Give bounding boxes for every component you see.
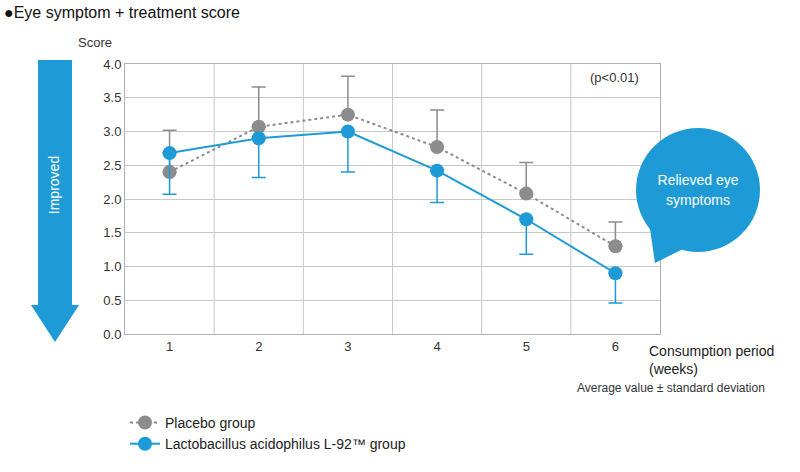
svg-text:1: 1 (166, 339, 173, 354)
svg-text:(p<0.01): (p<0.01) (590, 70, 639, 85)
svg-text:Improved: Improved (46, 156, 62, 214)
svg-text:3.0: 3.0 (103, 124, 121, 139)
svg-text:2.5: 2.5 (103, 158, 121, 173)
html-text:Relieved eye symptoms: Relieved eye symptoms (657, 172, 739, 208)
svg-text:2.0: 2.0 (103, 192, 121, 207)
svg-text:4.0: 4.0 (103, 57, 121, 72)
svg-text:1.0: 1.0 (103, 259, 121, 274)
svg-text:0.0: 0.0 (103, 327, 121, 342)
svg-text:Average value ± standard devia: Average value ± standard deviation (577, 381, 765, 395)
svg-text:Lactobacillus acidophilus L-92: Lactobacillus acidophilus L-92™ group (165, 436, 406, 452)
svg-text:2: 2 (255, 339, 262, 354)
svg-text:Score: Score (78, 35, 112, 50)
svg-text:6: 6 (612, 339, 619, 354)
svg-text:5: 5 (523, 339, 530, 354)
svg-text:3.5: 3.5 (103, 90, 121, 105)
svg-text:4: 4 (433, 339, 440, 354)
svg-text:0.5: 0.5 (103, 293, 121, 308)
svg-text:3: 3 (344, 339, 351, 354)
svg-text:Placebo group: Placebo group (165, 415, 256, 431)
svg-text:Consumption period(weeks): Consumption period(weeks) (649, 343, 774, 377)
svg-text:1.5: 1.5 (103, 225, 121, 240)
svg-text:●Eye symptom + treatment score: ●Eye symptom + treatment score (4, 4, 240, 21)
